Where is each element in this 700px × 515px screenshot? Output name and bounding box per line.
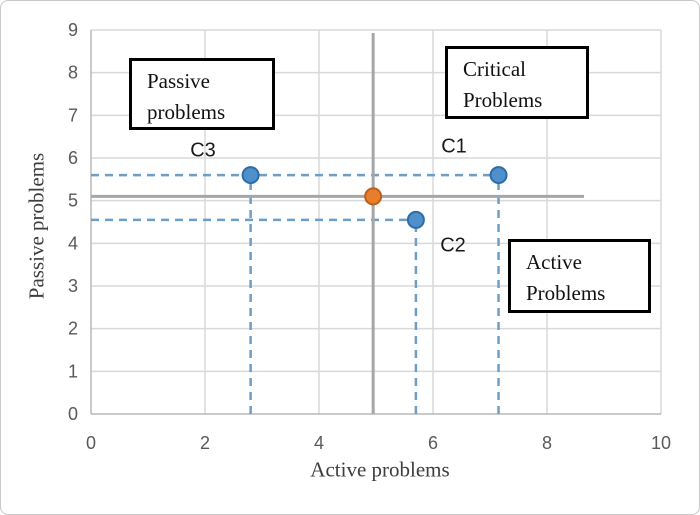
annotation-box-critical-problems: Critical Problems	[445, 46, 589, 119]
y-tick-label: 7	[68, 105, 78, 125]
x-tick-label: 6	[428, 433, 438, 453]
annotation-box-passive-problems: Passive problems	[129, 58, 275, 130]
x-tick-label: 0	[86, 433, 96, 453]
x-tick-label: 10	[651, 433, 671, 453]
x-axis-title: Active problems	[310, 457, 450, 482]
y-tick-label: 5	[68, 191, 78, 211]
y-tick-label: 3	[68, 276, 78, 296]
data-point-c2	[406, 210, 425, 229]
data-point-c3	[241, 166, 260, 185]
y-tick-label: 4	[68, 233, 78, 253]
x-tick-label: 8	[542, 433, 552, 453]
data-point-center	[364, 187, 383, 206]
x-tick-label: 4	[314, 433, 324, 453]
y-tick-label: 2	[68, 319, 78, 339]
x-tick-label: 2	[200, 433, 210, 453]
point-label-c1: C1	[441, 135, 467, 158]
data-point-c1	[489, 166, 508, 185]
y-tick-label: 6	[68, 148, 78, 168]
point-label-c2: C2	[440, 234, 466, 257]
point-label-c3: C3	[190, 139, 216, 162]
y-tick-label: 9	[68, 20, 78, 40]
y-tick-label: 0	[68, 404, 78, 424]
annotation-box-active-problems: Active Problems	[508, 239, 651, 313]
y-tick-label: 1	[68, 361, 78, 381]
y-axis-title: Passive problems	[24, 152, 49, 300]
y-tick-label: 8	[68, 63, 78, 83]
